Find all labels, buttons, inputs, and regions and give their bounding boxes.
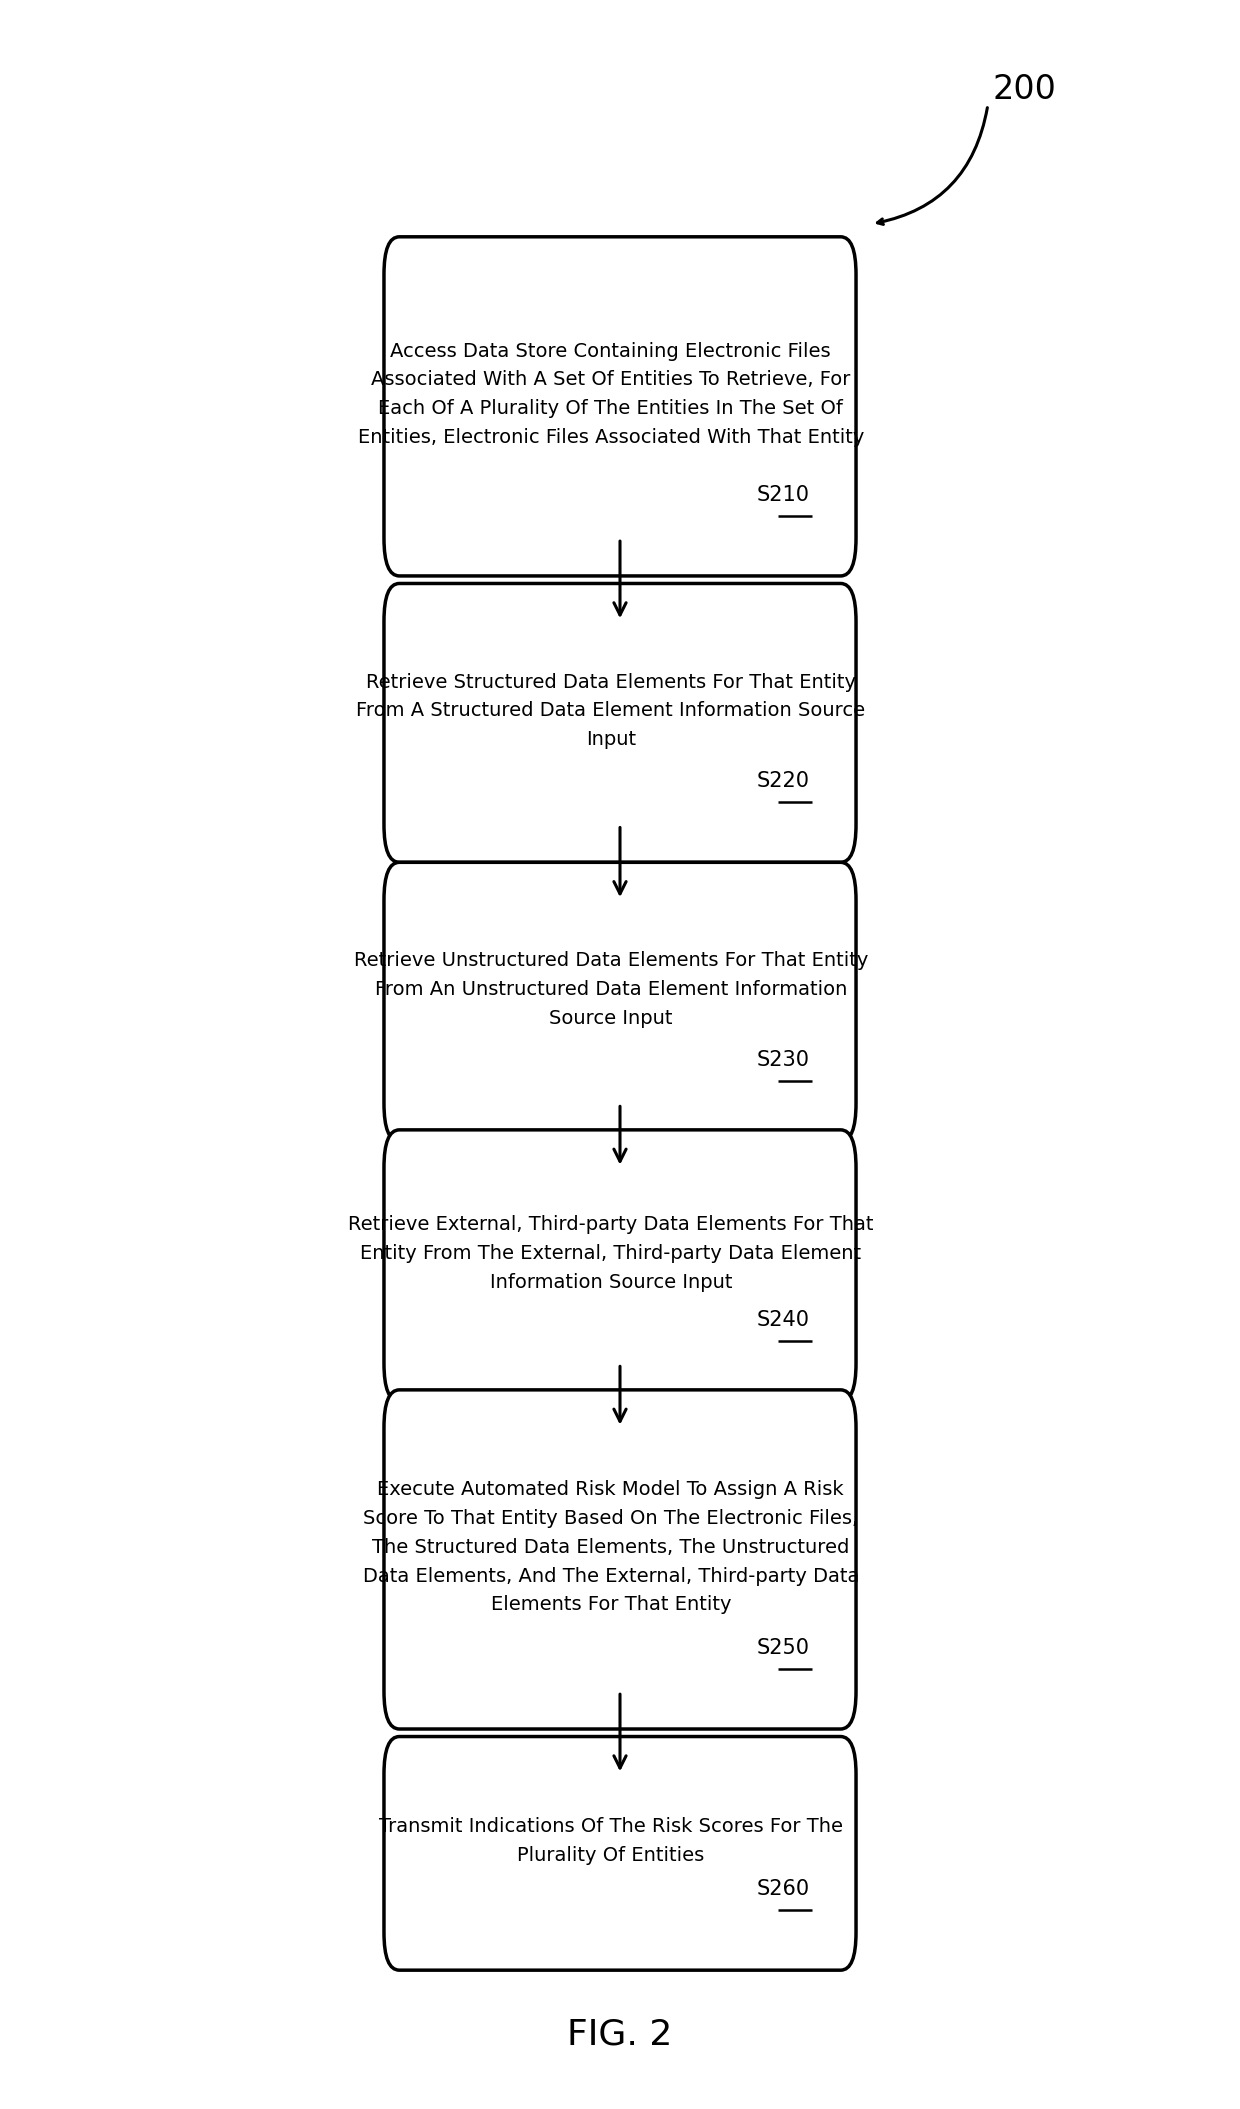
Text: S260: S260 xyxy=(756,1879,810,1900)
FancyBboxPatch shape xyxy=(384,1390,856,1729)
Text: Execute Automated Risk Model To Assign A Risk
Score To That Entity Based On The : Execute Automated Risk Model To Assign A… xyxy=(362,1481,859,1613)
Text: Retrieve External, Third-party Data Elements For That
Entity From The External, : Retrieve External, Third-party Data Elem… xyxy=(348,1215,873,1291)
FancyBboxPatch shape xyxy=(384,584,856,863)
Text: Transmit Indications Of The Risk Scores For The
Plurality Of Entities: Transmit Indications Of The Risk Scores … xyxy=(378,1818,843,1864)
Text: FIG. 2: FIG. 2 xyxy=(568,2016,672,2052)
Text: 200: 200 xyxy=(993,74,1056,105)
Text: S220: S220 xyxy=(758,772,810,791)
FancyBboxPatch shape xyxy=(384,1736,856,1970)
Text: S210: S210 xyxy=(758,485,810,504)
FancyBboxPatch shape xyxy=(384,236,856,576)
FancyBboxPatch shape xyxy=(384,863,856,1141)
Text: Access Data Store Containing Electronic Files
Associated With A Set Of Entities : Access Data Store Containing Electronic … xyxy=(357,342,864,447)
Text: S240: S240 xyxy=(758,1310,810,1331)
Text: S250: S250 xyxy=(758,1639,810,1658)
Text: Retrieve Structured Data Elements For That Entity
From A Structured Data Element: Retrieve Structured Data Elements For Th… xyxy=(356,673,866,749)
Text: S230: S230 xyxy=(758,1050,810,1071)
Text: Retrieve Unstructured Data Elements For That Entity
From An Unstructured Data El: Retrieve Unstructured Data Elements For … xyxy=(353,951,868,1027)
FancyBboxPatch shape xyxy=(384,1130,856,1400)
